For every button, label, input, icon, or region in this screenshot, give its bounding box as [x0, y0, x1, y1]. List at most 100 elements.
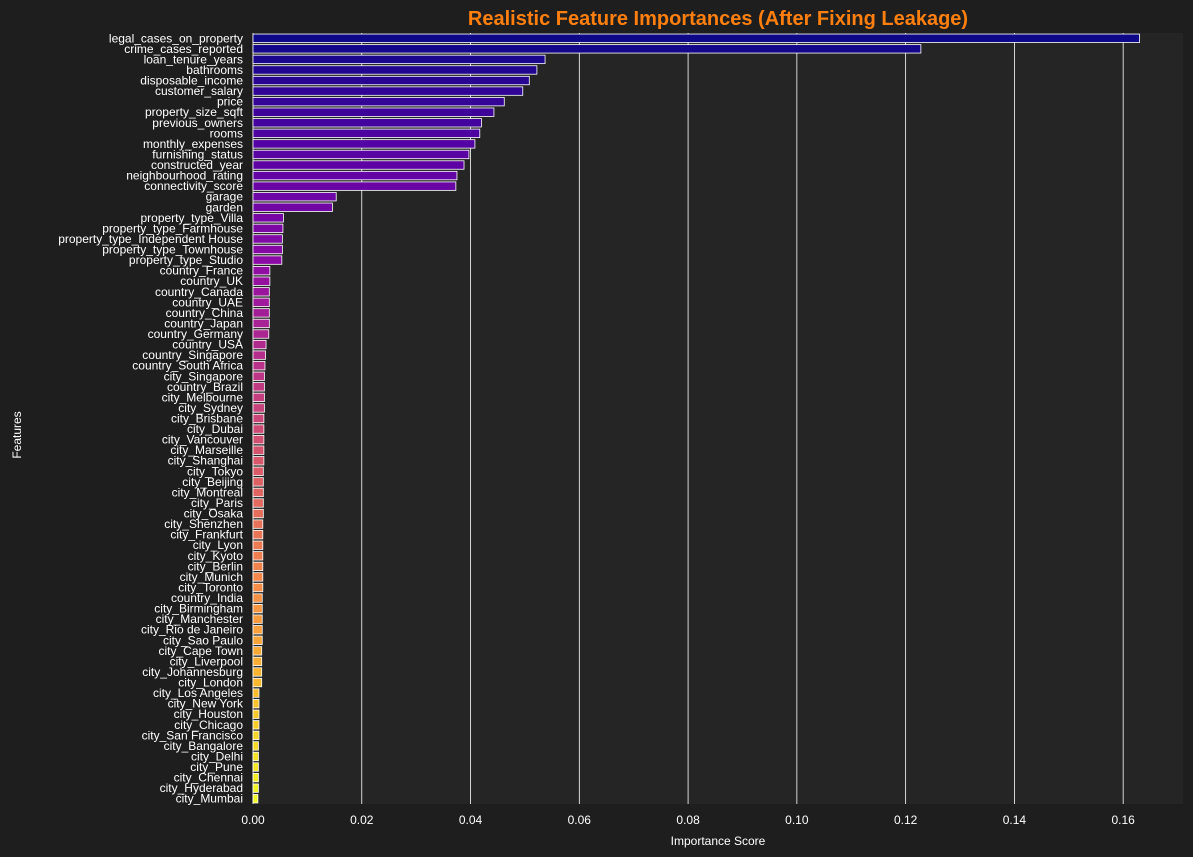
category-label: monthly_expenses	[143, 137, 243, 151]
bar	[252, 508, 264, 519]
bar	[252, 287, 270, 297]
bar	[252, 656, 263, 667]
category-label: city_Brisbane	[171, 412, 243, 426]
bar	[252, 44, 922, 54]
category-label: city_Chennai	[174, 771, 243, 785]
category-label: city_Paris	[191, 496, 243, 510]
bar	[252, 65, 538, 75]
bar	[252, 86, 524, 96]
bar	[252, 382, 265, 392]
category-label: city_Shanghai	[168, 454, 243, 468]
bar	[252, 709, 260, 719]
bar	[252, 213, 284, 223]
category-label: city_Cape Town	[159, 644, 244, 658]
category-label: city_Frankfurt	[170, 528, 243, 542]
bar	[252, 170, 458, 181]
category-label: legal_cases_on_property	[109, 31, 243, 45]
category-label: country_UK	[180, 274, 243, 288]
category-label: city_Vancouver	[162, 433, 243, 447]
bar	[252, 614, 263, 624]
bar	[252, 783, 259, 793]
category-label: city_Marseille	[170, 443, 243, 457]
category-label: city_Lyon	[193, 538, 243, 552]
category-label: country_France	[160, 264, 244, 278]
bar	[252, 751, 259, 762]
bar	[252, 593, 263, 603]
bar	[252, 762, 259, 772]
category-label: city_Pune	[190, 760, 243, 774]
category-label: rooms	[210, 126, 243, 140]
category-label: city_London	[178, 676, 243, 690]
category-label: city_Shenzhen	[164, 517, 243, 531]
x-tick-label: 0.08	[676, 813, 700, 827]
x-tick-labels: 0.00 0.02 0.04 0.06 0.08 0.10 0.12 0.14 0.16	[241, 813, 1135, 827]
bar	[252, 487, 264, 498]
bar	[252, 582, 264, 593]
bar	[252, 329, 270, 339]
category-label: city_Delhi	[191, 749, 243, 763]
chart-title: Realistic Feature Importances (After Fix…	[468, 8, 968, 30]
category-label: customer_salary	[155, 84, 243, 98]
category-label: country_Singapore	[142, 348, 243, 362]
category-label: city_Liverpool	[170, 654, 243, 668]
y-axis-title: Features	[10, 411, 24, 458]
bar	[252, 456, 265, 466]
bar	[252, 498, 264, 508]
bar	[252, 424, 265, 434]
bar	[252, 403, 265, 413]
category-label: property_type_Townhouse	[102, 243, 243, 257]
category-label: city_Montreal	[172, 485, 243, 499]
bar	[252, 699, 260, 709]
bar	[252, 625, 263, 635]
category-label: garden	[206, 200, 243, 214]
category-label: garage	[206, 190, 244, 204]
bar	[252, 276, 271, 286]
bar	[252, 794, 259, 804]
category-label: city_Sydney	[178, 401, 243, 415]
bar	[252, 772, 259, 783]
category-label: furnishing_status	[152, 147, 243, 161]
category-label: city_Dubai	[187, 422, 243, 436]
bar	[252, 297, 270, 307]
bar	[252, 255, 283, 265]
x-tick-label: 0.14	[1003, 813, 1027, 827]
category-label: property_size_sqft	[145, 105, 244, 119]
category-label: city_Birmingham	[154, 602, 243, 616]
category-label: city_Hyderabad	[160, 781, 243, 795]
bar	[252, 149, 470, 160]
bar	[252, 371, 265, 381]
bar	[252, 688, 260, 698]
category-label: country_India	[171, 591, 243, 605]
category-label: property_type_Villa	[140, 211, 243, 225]
bar	[252, 160, 465, 170]
category-label: city_Kyoto	[188, 549, 244, 563]
bar	[252, 107, 495, 117]
bar	[252, 244, 283, 255]
bar	[252, 519, 264, 529]
bar	[252, 445, 265, 455]
bar	[252, 720, 260, 730]
bar	[252, 192, 337, 202]
x-tick-label: 0.12	[894, 813, 918, 827]
bar	[252, 677, 263, 688]
bar	[252, 266, 271, 276]
category-label: city_Johannesburg	[142, 665, 243, 679]
x-tick-label: 0.02	[350, 813, 374, 827]
bar	[252, 139, 476, 149]
bar	[252, 572, 264, 582]
bar	[252, 223, 284, 234]
category-label: city_Munich	[180, 570, 243, 584]
category-label: city_Rio de Janeiro	[141, 623, 243, 637]
category-label: country_Brazil	[167, 380, 243, 394]
category-label: connectivity_score	[144, 179, 243, 193]
bar	[252, 667, 263, 677]
category-label: city_Toronto	[178, 580, 243, 594]
category-label: country_Germany	[148, 327, 243, 341]
bar	[252, 530, 264, 540]
category-label: country_Canada	[155, 285, 243, 299]
bar	[252, 561, 264, 571]
category-label: city_New York	[168, 697, 244, 711]
plot-background	[253, 33, 1183, 804]
category-label: neighbourhood_rating	[126, 169, 243, 183]
